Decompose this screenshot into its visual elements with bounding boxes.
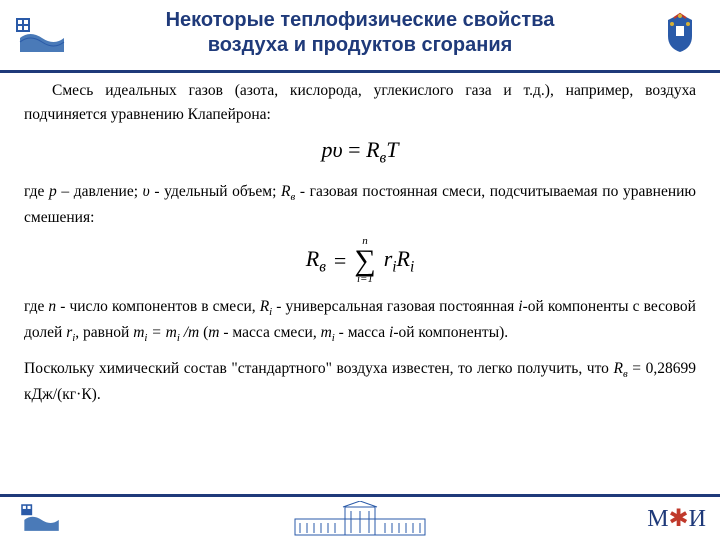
building-icon [285,501,435,537]
footer-logo-left [14,498,66,539]
turbine-icon [14,498,66,534]
paragraph-1: Смесь идеальных газов (азота, кислорода,… [24,79,696,127]
eq1-v: υ [333,137,343,162]
summation-symbol: n ∑ i=1 [354,236,375,285]
eq1-p: p [322,137,333,162]
logo-left [12,10,68,56]
eq1-equals: = [343,137,366,162]
paragraph-4: Поскольку химический состав "стандартног… [24,357,696,407]
paragraph-2: где p – давление; υ - удельный объем; Rв… [24,180,696,230]
footer-mei-logo: М✱И [647,504,706,533]
footer: М✱И [0,494,720,540]
title-line-2: воздуха и продуктов сгорания [208,34,513,56]
page-title: Некоторые теплофизические свойства возду… [68,8,652,58]
mei-gear-icon: ✱ [669,506,689,532]
content: Смесь идеальных газов (азота, кислорода,… [0,73,720,407]
header: Некоторые теплофизические свойства возду… [0,0,720,70]
paragraph-3: где n - число компонентов в смеси, Ri - … [24,295,696,347]
turbine-icon [12,10,68,56]
mei-m: М [647,506,668,532]
title-line-1: Некоторые теплофизические свойства [166,9,555,31]
equation-1: pυ = RвT [24,133,696,170]
logo-right [652,10,708,56]
crest-icon [652,10,708,56]
eq1-R: R [366,137,379,162]
mei-i: И [689,506,706,532]
eq1-T: T [386,137,398,162]
footer-building [285,501,435,542]
equation-2: Rв = n ∑ i=1 riRi [24,236,696,285]
